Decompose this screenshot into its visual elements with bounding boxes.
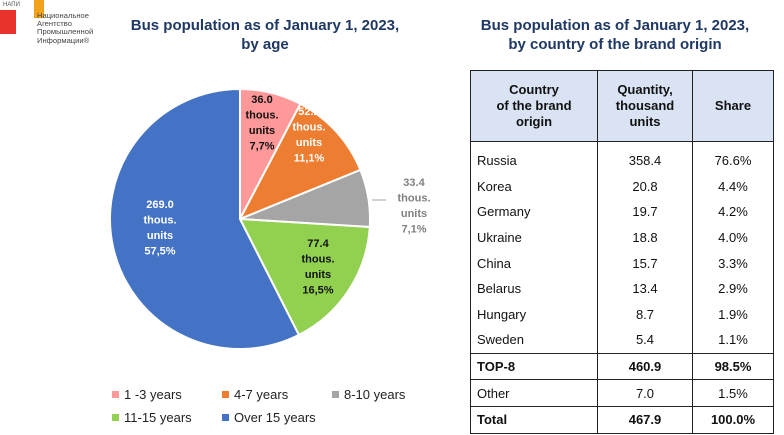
- cell-share: 4.0%: [692, 224, 774, 251]
- logo-red-square: [0, 10, 16, 34]
- cell-share: 1.1%: [692, 327, 774, 354]
- logo-line-1: Национальное: [37, 11, 89, 20]
- pie-title-line-2: by age: [241, 36, 289, 53]
- legend-item: 8-10 years: [332, 387, 405, 402]
- cell-share: 76.6%: [692, 141, 774, 174]
- cell-share: 4.2%: [692, 199, 774, 225]
- table-row: Belarus 13.4 2.9%: [470, 275, 774, 302]
- logo-abbr: НАПИ: [3, 2, 20, 8]
- legend-swatch: [222, 391, 229, 398]
- legend-label: 11-15 years: [124, 410, 192, 425]
- legend-label: 4-7 years: [234, 387, 289, 402]
- cell-share: 98.5%: [692, 352, 774, 380]
- header-country-l2: of the brand: [496, 98, 572, 113]
- pie-slice-11-15-years: [238, 217, 371, 337]
- cell-country: China: [470, 250, 598, 276]
- cell-quantity: 7.0: [597, 379, 693, 407]
- legend-item: 1 -3 years: [112, 387, 182, 402]
- legend-swatch: [222, 414, 229, 421]
- header-share-l1: Share: [714, 98, 752, 113]
- table-row: Korea 20.8 4.4%: [470, 173, 774, 200]
- cell-country: Sweden: [470, 327, 598, 354]
- pie-slice-over-15-years: [109, 87, 301, 350]
- cell-quantity: 19.7: [597, 199, 693, 225]
- legend-swatch: [332, 391, 339, 398]
- legend-label: 1 -3 years: [124, 387, 182, 402]
- header-share: Share: [692, 70, 774, 142]
- pie-data-label: 36.0 thous. units 7,7%: [246, 94, 279, 153]
- table-row: Russia 358.4 76.6%: [470, 141, 774, 174]
- brand-origin-table: Country of the brand origin Quantity, th…: [470, 70, 774, 434]
- table-row: Total 467.9 100.0%: [470, 405, 774, 434]
- cell-country: Ukraine: [470, 224, 598, 251]
- cell-country: Korea: [470, 173, 598, 200]
- logo-line-2: Агентство: [37, 19, 72, 29]
- table-row: Hungary 8.7 1.9%: [470, 301, 774, 328]
- cell-quantity: 5.4: [597, 327, 693, 354]
- pie-title-line-1: Bus population as of January 1, 2023,: [130, 17, 400, 34]
- table-row: China 15.7 3.3%: [470, 250, 774, 276]
- cell-quantity: 15.7: [597, 250, 693, 276]
- cell-country: TOP-8: [470, 352, 598, 380]
- legend-item: 11-15 years: [112, 410, 192, 425]
- logo-line-3: Промышленной: [37, 27, 94, 37]
- pie-slice-4-7-years: [237, 102, 362, 221]
- legend-label: Over 15 years: [234, 410, 316, 425]
- pie-data-label: 52.2 thous. units 11,1%: [293, 106, 326, 165]
- legend-item: Over 15 years: [222, 410, 316, 425]
- cell-quantity: 20.8: [597, 173, 693, 200]
- logo-line-4: Информации®: [37, 35, 90, 45]
- cell-country: Russia: [470, 141, 598, 174]
- legend-swatch: [112, 391, 119, 398]
- legend-item: 4-7 years: [222, 387, 288, 402]
- cell-quantity: 8.7: [597, 301, 693, 328]
- cell-quantity: 18.8: [597, 224, 693, 251]
- cell-share: 1.5%: [692, 379, 774, 407]
- table-row: Sweden 5.4 1.1%: [470, 327, 774, 354]
- header-country: Country of the brand origin: [470, 70, 598, 142]
- cell-share: 1.9%: [692, 301, 774, 328]
- table-row: Germany 19.7 4.2%: [470, 199, 774, 225]
- cell-share: 4.4%: [692, 173, 774, 200]
- table-title-line-1: Bus population as of January 1, 2023,: [480, 17, 750, 34]
- table-title: Bus population as of January 1, 2023, by…: [452, 16, 778, 54]
- cell-country: Total: [470, 405, 598, 434]
- cell-country: Hungary: [470, 301, 598, 328]
- cell-country: Germany: [470, 199, 598, 225]
- table-row: TOP-8 460.9 98.5%: [470, 352, 774, 380]
- logo-orange-square: [34, 0, 44, 18]
- pie-chart-title: Bus population as of January 1, 2023, by…: [110, 16, 420, 54]
- pie-data-label: 269.0 thous. units 57,5%: [144, 199, 177, 258]
- legend-swatch: [112, 414, 119, 421]
- cell-quantity: 467.9: [597, 405, 693, 434]
- table-row: Other 7.0 1.5%: [470, 379, 774, 407]
- table-row: Ukraine 18.8 4.0%: [470, 224, 774, 251]
- header-country-l3: origin: [515, 114, 553, 129]
- cell-country: Other: [470, 379, 598, 407]
- table-header-row: Country of the brand origin Quantity, th…: [470, 70, 774, 142]
- cell-share: 100.0%: [692, 405, 774, 434]
- pie-data-label: 33.4 thous. units 7,1%: [398, 177, 431, 236]
- header-country-l1: Country: [509, 82, 559, 97]
- legend-label: 8-10 years: [344, 387, 406, 402]
- header-quantity: Quantity, thousand units: [597, 70, 693, 142]
- header-quantity-l1: Quantity,: [617, 82, 673, 97]
- cell-country: Belarus: [470, 275, 598, 302]
- cell-quantity: 358.4: [597, 141, 693, 174]
- table-title-line-2: by country of the brand origin: [508, 36, 722, 53]
- cell-share: 2.9%: [692, 275, 774, 302]
- header-quantity-l3: units: [629, 114, 661, 129]
- logo-name: Национальное Агентство Промышленной Инфо…: [37, 11, 94, 45]
- header-quantity-l2: thousand: [615, 98, 675, 113]
- napi-logo: НАПИ Национальное Агентство Промышленной…: [0, 0, 110, 48]
- cell-share: 3.3%: [692, 250, 774, 276]
- cell-quantity: 13.4: [597, 275, 693, 302]
- pie-data-label: 77.4 thous. units 16,5%: [302, 238, 335, 297]
- cell-quantity: 460.9: [597, 352, 693, 380]
